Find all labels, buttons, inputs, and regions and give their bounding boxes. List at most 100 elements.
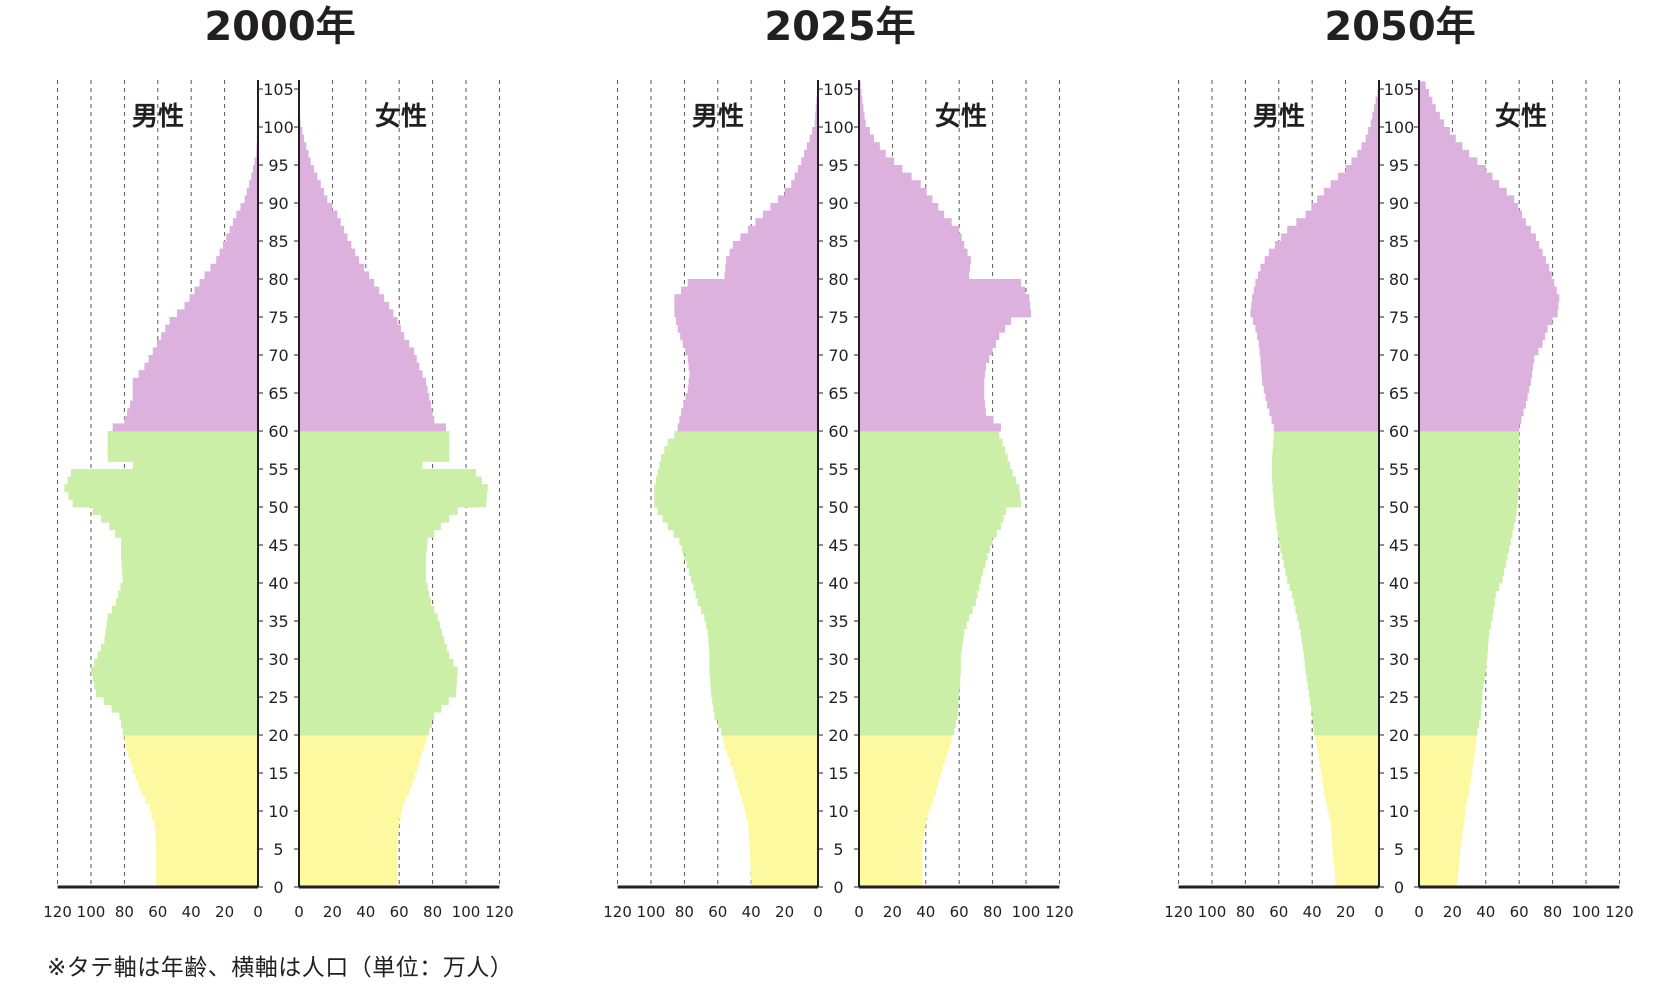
bar-male-age-49 xyxy=(657,507,818,515)
bar-male-age-84 xyxy=(1274,241,1379,249)
bar-female-age-95 xyxy=(1419,157,1478,166)
bar-female-age-17 xyxy=(859,750,947,759)
x-tick-label-male: 60 xyxy=(1269,903,1288,921)
bar-female-age-1 xyxy=(859,871,923,880)
bar-male-age-48 xyxy=(662,514,818,523)
bar-male-age-70 xyxy=(152,347,258,356)
bar-male-age-29 xyxy=(1304,659,1379,667)
age-tick-label: 85 xyxy=(1389,232,1409,251)
bar-female-age-57 xyxy=(299,446,450,455)
bar-male-age-11 xyxy=(1325,795,1379,804)
bar-male-age-39 xyxy=(120,583,259,591)
bar-male-age-88 xyxy=(1305,210,1379,219)
x-tick-label-female: 20 xyxy=(883,903,902,921)
bar-male-age-94 xyxy=(797,165,818,173)
bar-male-age-6 xyxy=(1331,833,1379,842)
bar-male-age-22 xyxy=(714,712,818,721)
bar-male-age-21 xyxy=(1313,719,1379,728)
bar-male-age-14 xyxy=(1321,773,1379,781)
bar-male-age-85 xyxy=(226,233,258,242)
bar-female-age-8 xyxy=(299,818,400,827)
bar-male-age-51 xyxy=(1273,491,1379,500)
female-label: 女性 xyxy=(1495,101,1547,132)
bar-male-age-77 xyxy=(1252,294,1379,303)
bar-female-age-71 xyxy=(859,339,996,348)
bar-female-age-0 xyxy=(859,879,923,888)
age-tick-label: 45 xyxy=(268,536,288,555)
bar-female-age-102 xyxy=(859,104,864,113)
bar-male-age-85 xyxy=(740,233,818,242)
bar-male-age-92 xyxy=(791,180,818,189)
bar-female-age-94 xyxy=(1419,165,1486,173)
bar-male-age-35 xyxy=(1297,613,1379,622)
bar-female-age-5 xyxy=(299,841,398,850)
bar-male-age-27 xyxy=(710,674,818,683)
bar-male-age-65 xyxy=(1263,385,1379,394)
bar-female-age-74 xyxy=(1419,317,1553,325)
bar-female-age-26 xyxy=(1419,681,1484,690)
bar-female-age-52 xyxy=(299,484,488,493)
bar-female-age-14 xyxy=(1419,773,1472,781)
x-tick-label-female: 120 xyxy=(485,903,514,921)
x-tick-label-male: 0 xyxy=(253,903,263,921)
bar-female-age-24 xyxy=(299,697,449,705)
bar-female-age-9 xyxy=(1419,811,1465,819)
bar-male-age-0 xyxy=(751,879,818,888)
bar-male-age-44 xyxy=(681,545,818,553)
x-tick-label-female: 80 xyxy=(983,903,1002,921)
bar-female-age-15 xyxy=(1419,765,1473,774)
bar-female-age-68 xyxy=(1419,362,1534,371)
bar-female-age-4 xyxy=(299,849,398,857)
bar-female-age-99 xyxy=(299,127,303,135)
bar-male-age-31 xyxy=(101,643,259,652)
bar-female-age-66 xyxy=(299,377,426,386)
bar-female-age-38 xyxy=(299,590,430,599)
bar-female-age-3 xyxy=(859,856,923,865)
bar-male-age-2 xyxy=(156,864,258,873)
bar-male-age-45 xyxy=(1278,537,1379,546)
bar-male-age-20 xyxy=(1313,727,1379,736)
age-tick-label: 100 xyxy=(1384,118,1415,137)
age-tick-label: 80 xyxy=(1389,270,1409,289)
bar-male-age-32 xyxy=(1301,636,1379,645)
bar-male-age-95 xyxy=(1351,157,1379,166)
bar-female-age-73 xyxy=(859,324,1006,333)
bar-male-age-45 xyxy=(679,537,818,546)
bar-female-age-51 xyxy=(1419,491,1519,500)
age-tick-label: 10 xyxy=(268,802,288,821)
age-tick-label: 75 xyxy=(268,308,288,327)
bar-female-age-45 xyxy=(1419,537,1511,546)
bar-female-age-10 xyxy=(1419,803,1466,812)
age-tick-label: 30 xyxy=(1389,650,1409,669)
bar-male-age-31 xyxy=(708,643,818,652)
bar-male-age-61 xyxy=(124,415,259,424)
bar-female-age-19 xyxy=(1419,735,1477,743)
bar-female-age-1 xyxy=(299,871,398,880)
bar-female-age-12 xyxy=(299,788,410,797)
bar-male-age-79 xyxy=(687,279,818,287)
age-tick-label: 60 xyxy=(268,422,288,441)
bar-male-age-18 xyxy=(1317,742,1379,751)
age-tick-label: 95 xyxy=(828,156,848,175)
bar-female-age-61 xyxy=(299,415,435,424)
bar-male-age-43 xyxy=(1282,552,1379,561)
bar-male-age-84 xyxy=(732,241,818,249)
bar-female-age-43 xyxy=(1419,552,1508,561)
bar-female-age-59 xyxy=(859,431,1000,439)
bar-male-age-11 xyxy=(145,795,258,804)
bar-female-age-19 xyxy=(299,735,427,743)
bar-male-age-74 xyxy=(676,317,818,325)
bar-male-age-92 xyxy=(1330,180,1379,189)
bar-female-age-34 xyxy=(859,621,967,629)
bar-male-age-69 xyxy=(1260,355,1379,363)
bar-male-age-99 xyxy=(812,127,818,135)
age-tick-label: 40 xyxy=(268,574,288,593)
bar-female-age-76 xyxy=(859,301,1031,310)
bar-female-age-49 xyxy=(859,507,1006,515)
age-tick-label: 0 xyxy=(273,878,283,897)
bar-male-age-89 xyxy=(1311,203,1379,211)
bar-female-age-58 xyxy=(299,438,450,447)
bar-female-age-44 xyxy=(1419,545,1510,553)
bar-male-age-24 xyxy=(1309,697,1379,705)
bar-male-age-38 xyxy=(118,590,258,599)
